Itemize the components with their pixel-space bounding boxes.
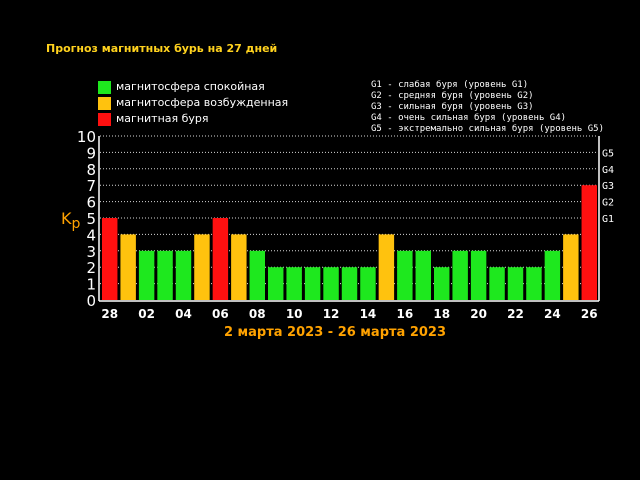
y-axis-label: Kp	[61, 209, 81, 232]
legend-label-quiet: магнитосфера спокойная	[116, 80, 265, 93]
kp-bar	[286, 267, 302, 300]
storm-tick-label: G1	[602, 214, 614, 225]
legend-label-active: магнитосфера возбужденная	[116, 96, 289, 109]
kp-bar	[581, 185, 597, 300]
x-tick-label: 08	[249, 307, 266, 321]
kp-bar	[323, 267, 339, 300]
y-tick-label: 0	[86, 292, 96, 310]
kp-bar	[268, 267, 284, 300]
kp-bar	[194, 234, 210, 300]
y-tick-label: 8	[86, 161, 96, 179]
x-tick-label: 18	[433, 307, 450, 321]
kp-bar	[470, 250, 487, 300]
x-tick-label: 22	[507, 307, 524, 321]
kp-bar	[341, 267, 358, 300]
storm-level-g4: G4 - очень сильная буря (уровень G4)	[371, 113, 567, 123]
storm-level-g3: G3 - сильная буря (уровень G3)	[371, 102, 534, 112]
legend-label-storm: магнитная буря	[116, 112, 209, 125]
kp-bar	[378, 234, 395, 300]
kp-bar	[544, 250, 561, 300]
x-tick-label: 20	[470, 307, 487, 321]
kp-bar	[489, 267, 505, 300]
kp-bar	[212, 218, 229, 300]
kp-bar	[434, 267, 450, 300]
x-tick-label: 06	[212, 307, 229, 321]
kp-bar	[415, 250, 431, 300]
x-tick-label: 12	[323, 307, 340, 321]
y-tick-label: 6	[86, 194, 96, 212]
y-tick-label: 4	[86, 226, 96, 244]
kp-bar	[507, 267, 524, 300]
chart-title: Прогноз магнитных бурь на 27 дней	[46, 42, 278, 55]
kp-bar	[304, 267, 321, 300]
storm-tick-label: G3	[602, 181, 614, 192]
x-tick-label: 04	[175, 307, 192, 321]
y-tick-label: 1	[86, 276, 96, 294]
y-tick-label: 3	[86, 243, 96, 261]
kp-bar	[249, 250, 265, 300]
kp-bar	[120, 234, 136, 300]
x-tick-label: 24	[544, 307, 561, 321]
kp-bar	[102, 218, 118, 300]
kp-bar	[452, 250, 468, 300]
y-tick-label: 10	[77, 128, 96, 146]
kp-bar	[138, 250, 155, 300]
kp-bar	[157, 250, 173, 300]
y-tick-label: 5	[86, 210, 96, 228]
x-tick-label: 10	[286, 307, 303, 321]
kp-bar	[175, 250, 192, 300]
x-axis-label: 2 марта 2023 - 26 марта 2023	[224, 325, 446, 340]
y-tick-label: 9	[86, 144, 96, 162]
kp-bar	[526, 267, 542, 300]
kp-bar	[397, 250, 413, 300]
storm-tick-label: G4	[602, 165, 614, 176]
kp-bar	[563, 234, 579, 300]
storm-level-g5: G5 - экстремально сильная буря (уровень …	[371, 124, 604, 134]
legend-swatch-quiet	[98, 81, 111, 94]
x-tick-label: 16	[396, 307, 413, 321]
storm-tick-label: G5	[602, 148, 614, 159]
x-tick-label: 14	[360, 307, 377, 321]
y-tick-label: 2	[86, 259, 96, 277]
y-tick-label: 7	[86, 177, 96, 195]
storm-level-g2: G2 - средняя буря (уровень G2)	[371, 91, 534, 101]
x-tick-label: 28	[101, 307, 118, 321]
x-tick-label: 26	[581, 307, 598, 321]
storm-levels-legend: G1 - слабая буря (уровень G1) G2 - средн…	[371, 80, 604, 135]
storm-level-g1: G1 - слабая буря (уровень G1)	[371, 80, 529, 90]
legend-swatch-storm	[98, 113, 111, 126]
x-tick-label: 02	[138, 307, 155, 321]
kp-bar	[360, 267, 376, 300]
legend-swatch-active	[98, 97, 111, 110]
kp-bar	[231, 234, 247, 300]
storm-tick-label: G2	[602, 198, 614, 209]
